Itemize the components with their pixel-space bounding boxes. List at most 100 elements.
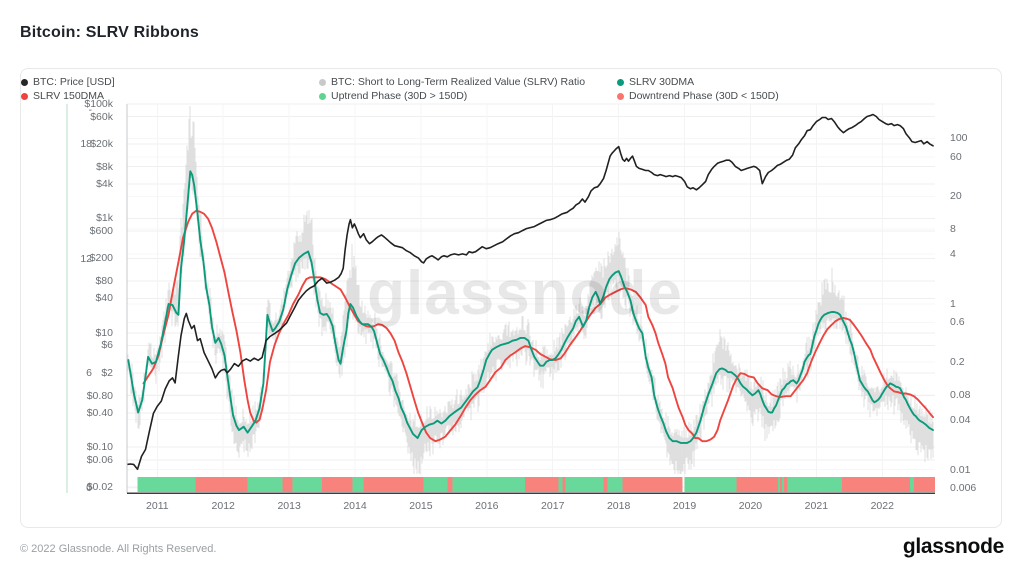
phase-segment-up: [558, 477, 563, 492]
watermark: glassnode: [367, 259, 683, 328]
price-axis-tick: $10: [95, 326, 113, 339]
phase-segment-down: [913, 477, 935, 492]
counter-axis-tick: -: [88, 104, 93, 116]
glassnode-logo: glassnode: [902, 535, 1004, 558]
price-axis-tick: $2: [101, 366, 113, 379]
legend-item-uptrend-phase-30d-150d[interactable]: Uptrend Phase (30D > 150D): [319, 90, 467, 102]
price-axis-tick: $1k: [96, 212, 113, 225]
price-axis-tick: $40: [95, 292, 113, 305]
price-axis-tick: $80: [95, 275, 113, 288]
legend-item-btc-price-usd[interactable]: BTC: Price [USD]: [21, 76, 115, 88]
ratio-axis-tick: 100: [950, 132, 968, 145]
phase-segment-up: [607, 477, 623, 492]
x-axis-year-label: 2017: [541, 500, 565, 512]
counter-axis-tick: 12: [80, 252, 92, 265]
phase-segment-down: [842, 477, 910, 492]
ratio-axis-tick: 4: [950, 248, 956, 261]
price-axis-tick: $0.40: [86, 406, 113, 419]
counter-axis-tick: 6: [86, 367, 92, 380]
legend-item-label: Downtrend Phase (30D < 150D): [629, 90, 779, 102]
x-axis-year-label: 2019: [672, 500, 697, 512]
ratio-axis-tick: 0.08: [950, 388, 971, 401]
phase-segment-up: [565, 477, 604, 492]
legend-item-label: BTC: Short to Long-Term Realized Value (…: [331, 76, 586, 88]
legend-item-label: BTC: Price [USD]: [33, 76, 115, 88]
ratio-axis-tick: 20: [950, 190, 962, 203]
phase-segment-down: [562, 477, 566, 492]
legend-swatch-icon: [617, 78, 624, 86]
phase-segment-down: [603, 477, 608, 492]
phase-segment-up: [452, 477, 526, 492]
x-axis-year-label: 2018: [606, 500, 631, 512]
phase-segment-down: [780, 477, 783, 492]
x-axis-year-label: 2022: [870, 500, 894, 512]
phase-segment-up: [909, 477, 914, 492]
phase-segment-up: [782, 477, 785, 492]
phase-segment-up: [423, 477, 448, 492]
price-axis-tick: $20k: [90, 137, 113, 150]
counter-axis-tick: 0: [86, 482, 92, 494]
ratio-axis-tick: 1: [950, 298, 956, 310]
ratio-axis-tick: 8: [950, 223, 956, 236]
x-axis-year-label: 2020: [738, 500, 763, 512]
phase-segment-up: [352, 477, 364, 492]
price-axis-tick: $100k: [84, 98, 113, 110]
x-axis-year-label: 2015: [409, 500, 433, 512]
ratio-axis-tick: 0.6: [950, 316, 965, 329]
price-axis-tick: $0.02: [86, 481, 113, 494]
phase-segment-down: [622, 477, 683, 492]
phase-segment-down: [195, 477, 248, 492]
phase-segment-down: [736, 477, 779, 492]
x-axis-year-label: 2021: [804, 500, 829, 512]
x-axis-year-label: 2014: [343, 500, 367, 512]
ratio-axis-tick: 0.2: [950, 355, 965, 368]
btc-price-line: [127, 113, 934, 471]
phase-segment-up: [778, 477, 781, 492]
price-axis-tick: $6: [101, 339, 113, 352]
phase-segment-up: [247, 477, 283, 492]
phase-segment-down: [447, 477, 453, 492]
phase-segment-down: [282, 477, 293, 492]
legend-item-label: SLRV 30DMA: [629, 76, 695, 88]
ratio-axis-tick: 0.01: [950, 463, 971, 476]
page-title: Bitcoin: SLRV Ribbons: [20, 24, 200, 41]
slrv-150dma-line: [142, 209, 934, 443]
ratio-axis-tick: 0.04: [950, 413, 971, 426]
phase-segment-down: [322, 477, 353, 492]
legend-swatch-icon: [617, 92, 624, 100]
x-axis-year-label: 2011: [146, 500, 169, 512]
slrv-30dma-line: [127, 170, 934, 444]
price-axis-tick: $0.06: [86, 453, 113, 466]
phase-segment-down: [525, 477, 559, 492]
price-axis-tick: $0.80: [86, 389, 113, 402]
phase-segment-up: [137, 477, 196, 492]
phase-segment-down: [363, 477, 424, 492]
legend-item-downtrend-phase-30d-150d[interactable]: Downtrend Phase (30D < 150D): [617, 90, 779, 102]
price-axis-tick: $60k: [90, 110, 113, 123]
legend-swatch-icon: [21, 92, 28, 100]
price-axis-tick: $600: [89, 225, 113, 238]
phase-segment-up: [292, 477, 323, 492]
legend-swatch-icon: [319, 78, 326, 86]
legend-item-label: Uptrend Phase (30D > 150D): [331, 90, 468, 102]
legend-item-btc-short-to-long-term-realized-value-slrv-ratio[interactable]: BTC: Short to Long-Term Realized Value (…: [319, 76, 585, 88]
phase-segment-up: [787, 477, 843, 492]
legend-item-slrv-150dma[interactable]: SLRV 150DMA: [21, 90, 104, 102]
price-axis-tick: $200: [89, 252, 113, 265]
x-axis-year-label: 2013: [277, 500, 301, 512]
x-axis-year-label: 2012: [211, 500, 235, 512]
legend-swatch-icon: [319, 92, 326, 100]
x-axis-year-label: 2016: [475, 500, 499, 512]
legend-item-slrv-30dma[interactable]: SLRV 30DMA: [617, 76, 694, 88]
phase-segment-down: [784, 477, 788, 492]
price-axis-tick: $8k: [96, 160, 113, 173]
legend-item-label: SLRV 150DMA: [33, 90, 105, 102]
price-axis-tick: $4k: [96, 177, 113, 190]
ratio-axis-tick: 60: [950, 150, 962, 163]
price-axis-tick: $0.10: [86, 441, 113, 454]
footer-copyright: © 2022 Glassnode. All Rights Reserved.: [20, 543, 217, 555]
phase-segment-up: [684, 477, 737, 492]
legend-swatch-icon: [21, 78, 28, 86]
